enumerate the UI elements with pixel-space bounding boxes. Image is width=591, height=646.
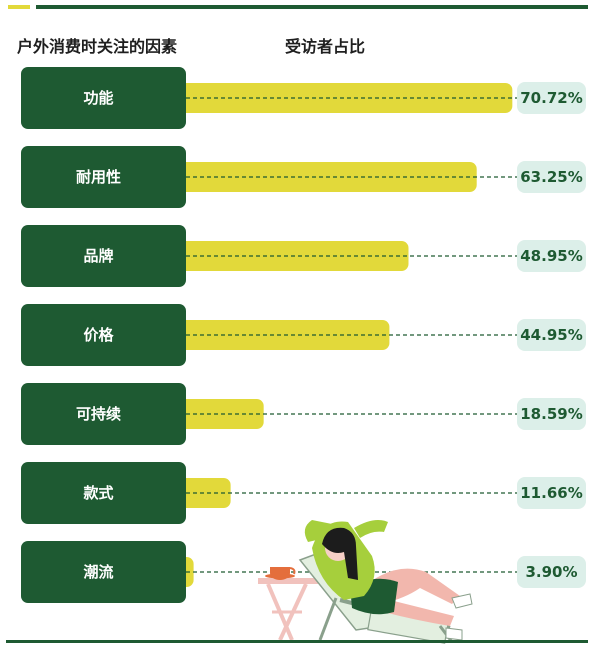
- category-label-2: 品牌: [83, 247, 113, 265]
- bar-4: [175, 399, 264, 429]
- category-box-0: [21, 67, 186, 129]
- value-label-3: 44.95%: [520, 326, 582, 344]
- top-accent-bar: [8, 5, 30, 9]
- value-pill-2: [517, 240, 586, 272]
- value-pill-1: [517, 161, 586, 193]
- category-column-title: 户外消费时关注的因素: [17, 37, 178, 56]
- value-label-0: 70.72%: [520, 89, 582, 107]
- value-pill-4: [517, 398, 586, 430]
- category-label-6: 潮流: [83, 563, 113, 581]
- category-box-4: [21, 383, 186, 445]
- category-label-0: 功能: [83, 89, 113, 107]
- category-label-5: 款式: [83, 484, 113, 502]
- category-box-5: [21, 462, 186, 524]
- category-box-1: [21, 146, 186, 208]
- relaxing-person-illustration: [258, 520, 473, 644]
- category-label-4: 可持续: [76, 405, 121, 423]
- value-label-2: 48.95%: [520, 247, 582, 265]
- value-pill-0: [517, 82, 586, 114]
- value-column-title: 受访者占比: [285, 37, 366, 56]
- bottom-rule: [6, 640, 588, 643]
- category-label-1: 耐用性: [76, 168, 121, 186]
- value-label-1: 63.25%: [520, 168, 582, 186]
- bar-1: [175, 162, 477, 192]
- category-box-3: [21, 304, 186, 366]
- value-pill-6: [517, 556, 586, 588]
- value-pill-5: [517, 477, 586, 509]
- value-label-6: 3.90%: [525, 563, 577, 581]
- category-label-3: 价格: [83, 326, 114, 344]
- bar-3: [175, 320, 390, 350]
- value-pill-3: [517, 319, 586, 351]
- value-label-4: 18.59%: [520, 405, 582, 423]
- top-rule: [36, 5, 588, 9]
- value-label-5: 11.66%: [520, 484, 582, 502]
- category-box-2: [21, 225, 186, 287]
- category-box-6: [21, 541, 186, 603]
